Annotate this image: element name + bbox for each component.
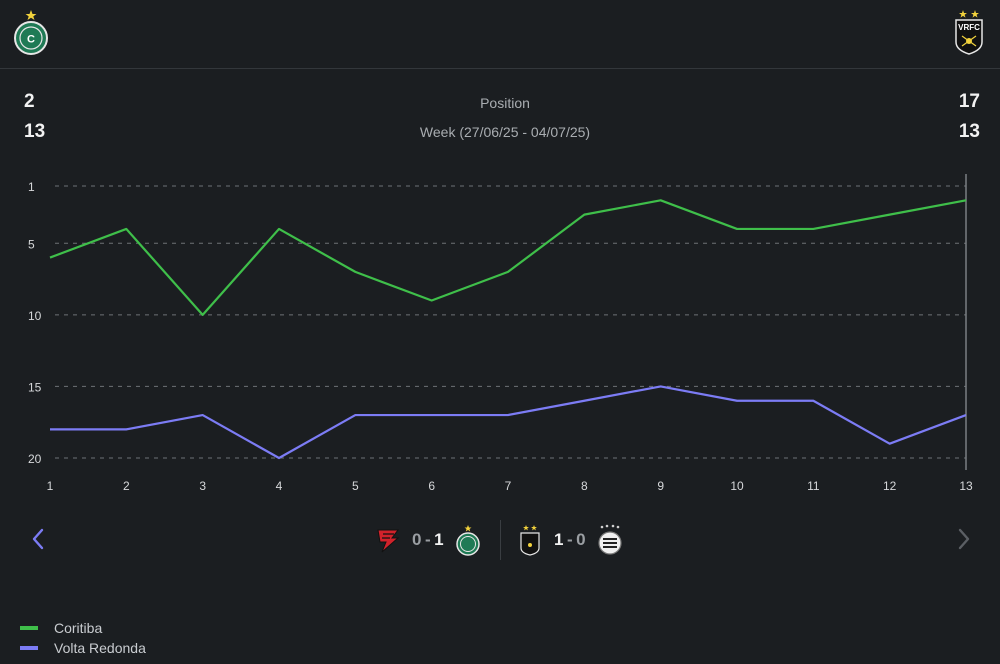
chart-legend: Coritiba Volta Redonda (20, 618, 146, 658)
y-tick-label-20: 20 (28, 452, 42, 466)
legend-swatch-coritiba (20, 626, 38, 630)
x-tick-label-11: 11 (807, 479, 820, 493)
y-tick-label-5: 5 (28, 237, 35, 251)
athletico-crest-icon (377, 529, 400, 553)
home-week-value: 13 (24, 121, 46, 142)
away-position-value: 17 (958, 91, 980, 112)
chevron-left-icon (32, 528, 44, 550)
away-week-value: 13 (958, 121, 980, 142)
matches-divider (500, 520, 501, 560)
x-tick-label-3: 3 (199, 479, 206, 493)
x-tick-label-4: 4 (276, 479, 283, 493)
x-tick-label-12: 12 (883, 479, 897, 493)
series-line-volta-redonda (50, 385, 967, 460)
series-line-coritiba (49, 199, 967, 316)
match-1-score: 0-1 (412, 530, 445, 549)
y-tick-label-10: 10 (28, 309, 42, 323)
x-tick-label-10: 10 (730, 479, 744, 493)
next-week-button[interactable] (948, 524, 978, 554)
y-tick-label-15: 15 (28, 380, 42, 394)
match-1-home-score: 0 (412, 530, 422, 549)
chevron-right-icon (958, 528, 970, 550)
x-tick-label-7: 7 (505, 479, 512, 493)
match-2-home-score: 1 (554, 530, 564, 549)
position-label: Position (480, 95, 530, 111)
x-tick-label-2: 2 (123, 479, 130, 493)
week-label: Week (27/06/25 - 04/07/25) (419, 124, 591, 140)
match-result-2[interactable]: 1-0 (516, 520, 624, 560)
volta-redonda-crest-small-icon (520, 525, 540, 556)
volta-redonda-crest-icon[interactable]: VRFC (951, 8, 987, 56)
opponent-crest-icon (598, 524, 622, 555)
x-tick-label-1: 1 (47, 479, 54, 493)
legend-item-coritiba[interactable]: Coritiba (20, 618, 146, 638)
coritiba-crest-small-icon (456, 525, 480, 556)
legend-label-volta-redonda: Volta Redonda (54, 640, 146, 656)
volta-redonda-crest-letters: VRFC (958, 23, 980, 32)
header: C VRFC (0, 0, 1000, 69)
coritiba-crest-letter: C (27, 34, 35, 46)
x-tick-label-9: 9 (657, 479, 664, 493)
home-position-value: 2 (24, 91, 35, 112)
match-result-1[interactable]: 0-1 (374, 520, 482, 560)
legend-label-coritiba: Coritiba (54, 620, 103, 636)
x-tick-label-6: 6 (428, 479, 435, 493)
legend-item-volta-redonda[interactable]: Volta Redonda (20, 638, 146, 658)
y-tick-label-1: 1 (28, 180, 35, 194)
x-tick-label-13: 13 (959, 479, 973, 493)
previous-week-button[interactable] (24, 524, 54, 554)
match-2-score: 1-0 (554, 530, 587, 549)
x-tick-label-8: 8 (581, 479, 588, 493)
match-2-away-score: 0 (576, 530, 587, 549)
coritiba-crest-icon[interactable]: C (13, 8, 49, 56)
match-1-away-score: 1 (434, 530, 445, 549)
legend-swatch-volta-redonda (20, 646, 38, 650)
x-tick-label-5: 5 (352, 479, 359, 493)
